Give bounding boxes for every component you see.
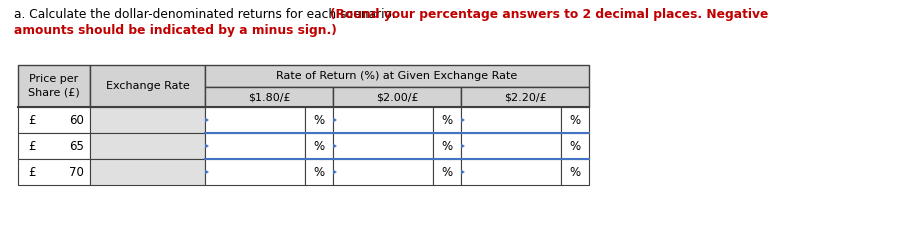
Text: %: % [442,139,453,153]
Text: %: % [442,114,453,127]
Bar [18,107,90,133]
Polygon shape [333,144,337,149]
Text: Exchange Rate: Exchange Rate [106,81,189,91]
Polygon shape [205,118,209,123]
Text: £: £ [28,165,36,178]
Bar [333,87,461,107]
Text: $1.80/£: $1.80/£ [248,92,290,102]
Bar [18,159,90,185]
Bar [305,159,333,185]
Polygon shape [205,169,209,174]
Bar [305,107,333,133]
Bar [90,65,205,107]
Text: $2.20/£: $2.20/£ [503,92,547,102]
Bar [461,87,589,107]
Text: amounts should be indicated by a minus sign.): amounts should be indicated by a minus s… [14,24,337,37]
Bar [305,133,333,159]
Text: %: % [313,165,325,178]
Polygon shape [205,144,209,149]
Bar [561,133,589,159]
Bar [461,159,561,185]
Text: £: £ [28,114,36,127]
Polygon shape [461,169,465,174]
Bar [205,87,333,107]
Bar [461,133,561,159]
Polygon shape [333,169,337,174]
Text: 70: 70 [69,165,84,178]
Text: %: % [313,139,325,153]
Polygon shape [461,118,465,123]
Bar [90,107,205,133]
Bar [333,159,433,185]
Bar [561,107,589,133]
Text: 65: 65 [69,139,84,153]
Bar [90,159,205,185]
Bar [433,159,461,185]
Text: (Round your percentage answers to 2 decimal places. Negative: (Round your percentage answers to 2 deci… [330,8,768,21]
Bar [205,65,589,87]
Bar [433,107,461,133]
Text: %: % [570,139,581,153]
Bar [18,65,90,107]
Text: £: £ [28,139,36,153]
Polygon shape [461,144,465,149]
Bar [333,133,433,159]
Polygon shape [333,118,337,123]
Text: %: % [313,114,325,127]
Bar [333,107,433,133]
Text: 60: 60 [69,114,84,127]
Bar [205,133,305,159]
Text: Price per
Share (£): Price per Share (£) [29,74,80,98]
Bar [205,107,305,133]
Bar [90,133,205,159]
Bar [561,159,589,185]
Bar [18,133,90,159]
Text: a. Calculate the dollar-denominated returns for each scenario.: a. Calculate the dollar-denominated retu… [14,8,399,21]
Text: %: % [570,165,581,178]
Text: %: % [442,165,453,178]
Bar [461,107,561,133]
Text: Rate of Return (%) at Given Exchange Rate: Rate of Return (%) at Given Exchange Rat… [277,71,517,81]
Text: $2.00/£: $2.00/£ [375,92,419,102]
Text: %: % [570,114,581,127]
Bar [205,159,305,185]
Bar [433,133,461,159]
